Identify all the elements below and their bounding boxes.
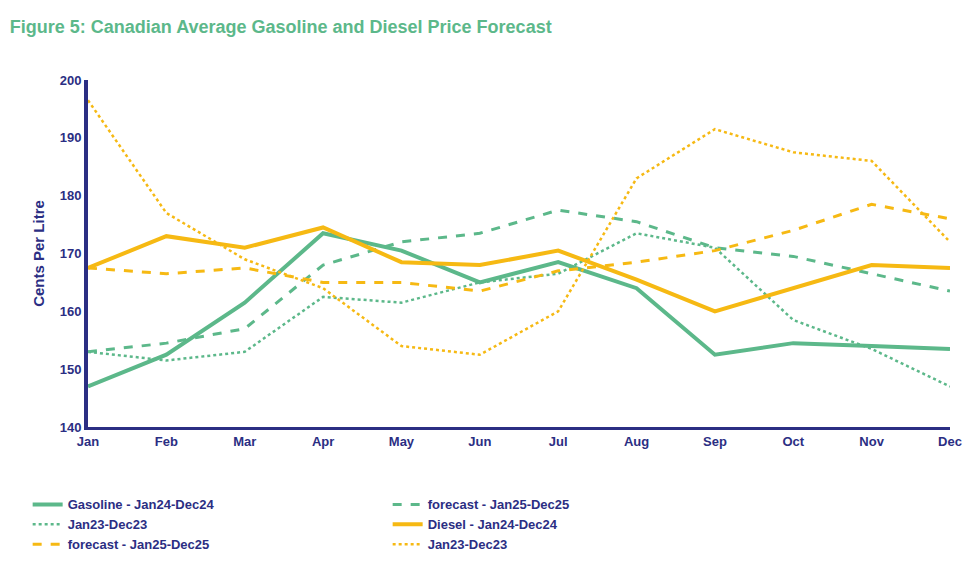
svg-text:Sep: Sep [703,434,727,449]
svg-text:Apr: Apr [312,434,334,449]
svg-text:160: 160 [60,304,82,319]
svg-text:Jun: Jun [468,434,491,449]
svg-text:Jan23-Dec23: Jan23-Dec23 [68,517,148,532]
svg-text:170: 170 [60,246,82,261]
svg-text:Aug: Aug [624,434,649,449]
svg-text:Figure 5: Canadian Average Gas: Figure 5: Canadian Average Gasoline and … [10,17,552,37]
svg-text:180: 180 [60,188,82,203]
svg-text:150: 150 [60,362,82,377]
svg-text:Jul: Jul [549,434,568,449]
svg-text:Nov: Nov [859,434,884,449]
svg-text:Cents Per Litre: Cents Per Litre [30,200,47,307]
svg-text:200: 200 [60,73,82,88]
svg-text:Dec: Dec [938,434,962,449]
svg-text:Oct: Oct [782,434,804,449]
svg-text:forecast - Jan25-Dec25: forecast - Jan25-Dec25 [428,497,570,512]
svg-text:Jan23-Dec23: Jan23-Dec23 [428,537,508,552]
svg-text:Gasoline - Jan24-Dec24: Gasoline - Jan24-Dec24 [68,497,215,512]
svg-text:Feb: Feb [155,434,178,449]
svg-text:Jan: Jan [77,434,99,449]
svg-text:Diesel - Jan24-Dec24: Diesel - Jan24-Dec24 [428,517,558,532]
svg-text:forecast - Jan25-Dec25: forecast - Jan25-Dec25 [68,537,210,552]
svg-text:140: 140 [60,420,82,435]
svg-text:Mar: Mar [233,434,256,449]
svg-text:May: May [389,434,415,449]
svg-text:190: 190 [60,130,82,145]
